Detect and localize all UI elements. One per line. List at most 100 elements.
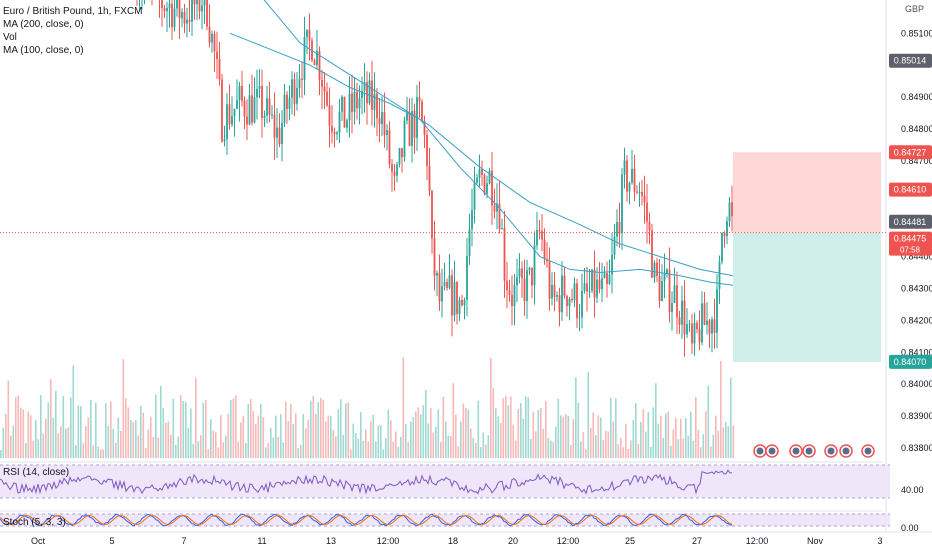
- candle-body[interactable]: [633, 168, 636, 192]
- candle-body[interactable]: [293, 79, 296, 104]
- candle-body[interactable]: [508, 290, 511, 296]
- take-profit-zone[interactable]: [733, 232, 881, 362]
- candle-body[interactable]: [731, 202, 733, 217]
- candle-body[interactable]: [503, 227, 506, 281]
- candle-body[interactable]: [243, 100, 246, 117]
- candle-body[interactable]: [196, 0, 198, 5]
- candle-body[interactable]: [271, 114, 273, 116]
- candle-body[interactable]: [163, 8, 166, 12]
- candle-body[interactable]: [521, 268, 523, 279]
- candle-body[interactable]: [278, 127, 281, 145]
- candle-body[interactable]: [186, 19, 188, 24]
- candle-body[interactable]: [666, 269, 668, 274]
- candle-body[interactable]: [418, 97, 421, 102]
- candle-body[interactable]: [598, 279, 601, 290]
- symbol-legend[interactable]: Euro / British Pound, 1h, FXCM: [3, 6, 143, 17]
- candle-body[interactable]: [466, 256, 468, 300]
- candle-body[interactable]: [281, 122, 283, 145]
- candle-body[interactable]: [441, 286, 443, 302]
- candle-body[interactable]: [396, 164, 398, 176]
- candle-body[interactable]: [268, 98, 271, 115]
- candle-body[interactable]: [593, 269, 596, 298]
- candle-body[interactable]: [223, 139, 226, 142]
- candle-body[interactable]: [583, 283, 586, 291]
- candle-body[interactable]: [413, 111, 416, 138]
- candle-body[interactable]: [226, 104, 228, 140]
- candle-body[interactable]: [571, 298, 573, 301]
- candle-body[interactable]: [513, 285, 516, 306]
- candle-body[interactable]: [391, 164, 393, 172]
- candle-body[interactable]: [661, 281, 663, 302]
- candle-body[interactable]: [523, 278, 526, 302]
- candle-body[interactable]: [553, 284, 556, 297]
- candle-body[interactable]: [178, 0, 181, 19]
- candle-body[interactable]: [321, 79, 323, 87]
- candle-body[interactable]: [631, 168, 633, 183]
- candle-body[interactable]: [231, 116, 233, 125]
- candle-body[interactable]: [533, 245, 536, 286]
- rsi-label[interactable]: RSI (14, close): [3, 467, 70, 478]
- ma100-legend[interactable]: MA (100, close, 0): [3, 45, 84, 56]
- candle-body[interactable]: [473, 182, 476, 211]
- candle-body[interactable]: [308, 29, 311, 41]
- candle-body[interactable]: [551, 284, 553, 299]
- candle-body[interactable]: [668, 269, 671, 312]
- candle-body[interactable]: [236, 100, 238, 109]
- price-badge[interactable]: [889, 354, 932, 369]
- candle-body[interactable]: [423, 120, 426, 135]
- candle-body[interactable]: [478, 169, 481, 178]
- candle-body[interactable]: [286, 94, 288, 110]
- candle-body[interactable]: [703, 303, 706, 325]
- candle-body[interactable]: [431, 191, 433, 239]
- candle-body[interactable]: [298, 78, 301, 89]
- candle-body[interactable]: [258, 86, 261, 89]
- candle-body[interactable]: [683, 300, 686, 335]
- candle-body[interactable]: [283, 94, 286, 123]
- candle-body[interactable]: [556, 295, 558, 297]
- candle-body[interactable]: [641, 191, 643, 196]
- candle-body[interactable]: [471, 210, 473, 230]
- candle-body[interactable]: [421, 101, 423, 121]
- candle-body[interactable]: [496, 203, 498, 212]
- candle-body[interactable]: [518, 268, 521, 278]
- candle-body[interactable]: [301, 78, 303, 80]
- candle-body[interactable]: [676, 285, 678, 318]
- candle-body[interactable]: [408, 112, 411, 146]
- candle-body[interactable]: [531, 267, 533, 286]
- candle-body[interactable]: [446, 281, 448, 288]
- candle-body[interactable]: [536, 230, 538, 246]
- candle-body[interactable]: [218, 58, 221, 80]
- candle-body[interactable]: [331, 125, 333, 133]
- ma100-line[interactable]: [229, 32, 734, 286]
- candle-body[interactable]: [636, 191, 638, 193]
- candle-body[interactable]: [403, 120, 406, 158]
- candle-body[interactable]: [356, 91, 358, 109]
- price-badge[interactable]: [889, 214, 932, 229]
- candle-body[interactable]: [606, 273, 608, 284]
- candle-body[interactable]: [561, 275, 563, 313]
- candle-body[interactable]: [671, 302, 673, 312]
- candle-body[interactable]: [371, 80, 373, 110]
- candle-body[interactable]: [333, 132, 336, 135]
- candle-body[interactable]: [363, 82, 366, 91]
- candle-body[interactable]: [256, 88, 258, 98]
- candle-body[interactable]: [398, 148, 401, 165]
- candle-body[interactable]: [546, 259, 548, 262]
- candle-body[interactable]: [323, 86, 326, 92]
- candle-body[interactable]: [316, 50, 318, 66]
- candle-body[interactable]: [628, 182, 631, 192]
- stop-loss-zone[interactable]: [733, 152, 881, 233]
- candle-body[interactable]: [493, 205, 496, 212]
- candle-body[interactable]: [263, 115, 266, 118]
- candle-body[interactable]: [341, 96, 343, 112]
- candle-body[interactable]: [568, 298, 571, 307]
- candle-body[interactable]: [313, 60, 316, 66]
- candle-body[interactable]: [588, 290, 591, 292]
- candle-body[interactable]: [596, 279, 598, 298]
- candle-body[interactable]: [516, 277, 518, 286]
- candle-body[interactable]: [616, 222, 618, 237]
- candle-body[interactable]: [646, 202, 648, 222]
- candle-body[interactable]: [346, 120, 348, 128]
- candle-body[interactable]: [401, 148, 403, 158]
- candle-body[interactable]: [603, 273, 606, 279]
